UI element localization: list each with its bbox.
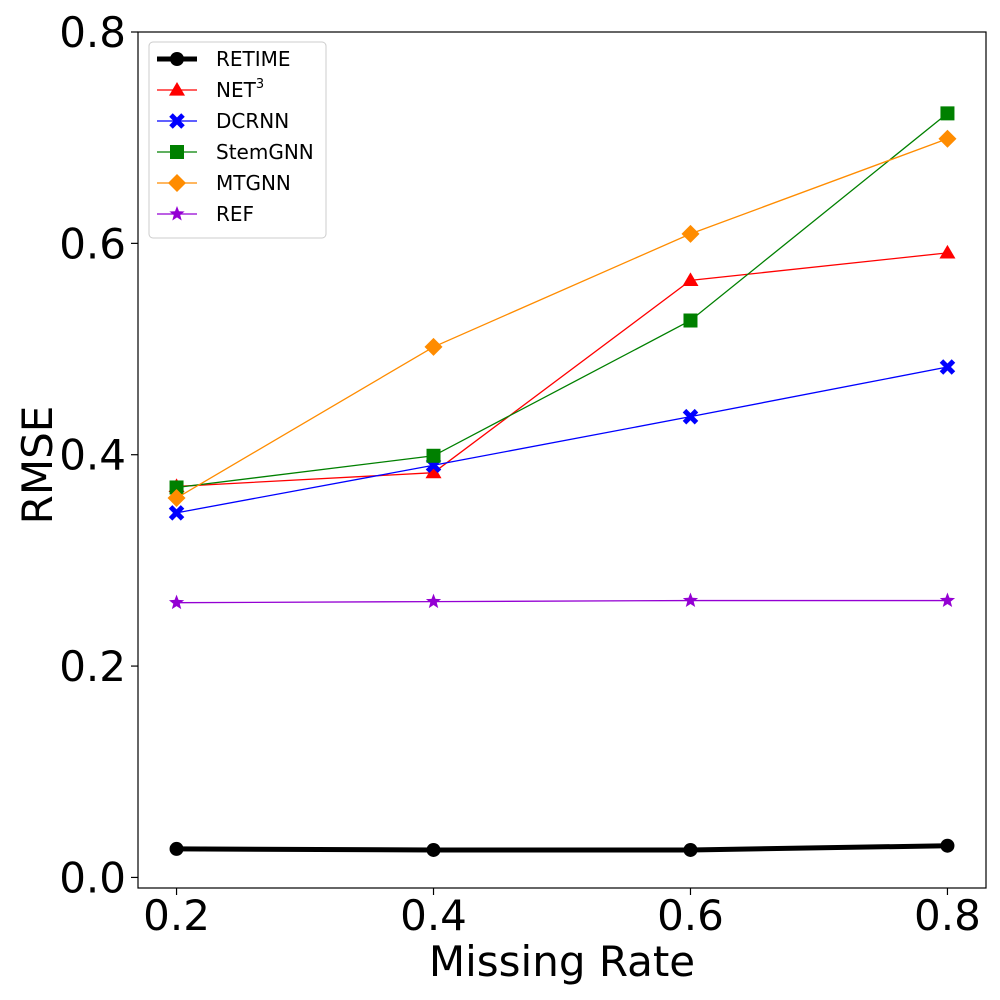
data-point-net3 [425,464,442,479]
legend-entry-mtgnn: MTGNN [157,171,291,195]
data-point-dcrnn [682,408,699,425]
x-marker-stroke [682,408,699,425]
data-point-retime [940,838,955,853]
series-line-stemgnn [176,112,948,489]
data-point-dcrnn [939,359,956,375]
legend-label: MTGNN [216,171,291,195]
data-point-ref [168,594,185,610]
axes: 0.2 0.4 0.6 0.8 0.0 0.2 0.4 0.6 0.8 [59,8,981,940]
y-tick-label: 0.4 [59,431,126,480]
plot-frame [137,31,987,889]
legend-marker [170,52,184,66]
x-marker-stroke [169,113,185,129]
data-point-ref [939,592,956,608]
series-mtgnn [167,129,957,508]
data-point-stemgnn [940,106,955,121]
legend-box [148,41,327,239]
y-tick-label: 0.6 [59,219,126,268]
y-tick-label: 0.8 [59,8,126,57]
legend-entry-stemgnn: StemGNN [157,140,314,164]
data-point-retime [426,842,441,857]
legend-marker [170,145,184,159]
legend-entry-dcrnn: DCRNN [157,109,289,133]
series-line-dcrnn [176,366,948,514]
x-tick-label: 0.4 [400,891,467,940]
x-tick-label: 0.6 [657,891,724,940]
data-point-stemgnn [169,480,184,495]
data-point-ref [425,593,442,609]
data-point-stemgnn [683,313,698,328]
data-point-net3 [939,244,956,259]
data-point-mtgnn [681,224,700,243]
series-line-ref [176,599,948,604]
x-marker-stroke [939,359,956,375]
y-axis-title: RMSE [13,406,62,525]
x-marker-stroke [168,505,185,521]
x-tick-label: 0.8 [914,891,981,940]
legend-label: RETIME [216,47,291,71]
legend-marker [169,113,185,129]
series-line-mtgnn [176,138,948,499]
x-axis-title: Missing Rate [429,937,695,986]
series-ref [168,592,956,610]
series-dcrnn [168,359,956,521]
data-point-stemgnn [426,448,441,463]
series-net3 [168,244,956,493]
series-line-net3 [176,252,948,488]
legend-entry-ref: REF [157,202,254,226]
data-point-mtgnn [424,337,443,356]
legend-label: DCRNN [216,109,289,133]
x-tick-label: 0.2 [143,891,210,940]
data-point-retime [683,842,698,857]
data-point-dcrnn [168,505,185,521]
legend-label: StemGNN [216,140,314,164]
series-stemgnn [169,106,955,495]
legend-marker [168,174,186,192]
data-point-ref [682,592,699,608]
data-point-mtgnn [938,129,957,148]
legend-marker [169,206,185,221]
series-line-retime [176,843,948,853]
plot-area [167,106,957,857]
legend-label-superscript: 3 [256,77,264,92]
series-retime [169,838,955,857]
legend-label: REF [216,202,254,226]
legend-marker [169,82,185,96]
data-point-net3 [682,272,699,286]
legend-entry-retime: RETIME [157,47,291,71]
data-point-mtgnn [167,489,186,508]
data-point-retime [169,841,184,856]
y-tick-label: 0.0 [59,853,126,902]
y-tick-label: 0.2 [59,642,126,691]
